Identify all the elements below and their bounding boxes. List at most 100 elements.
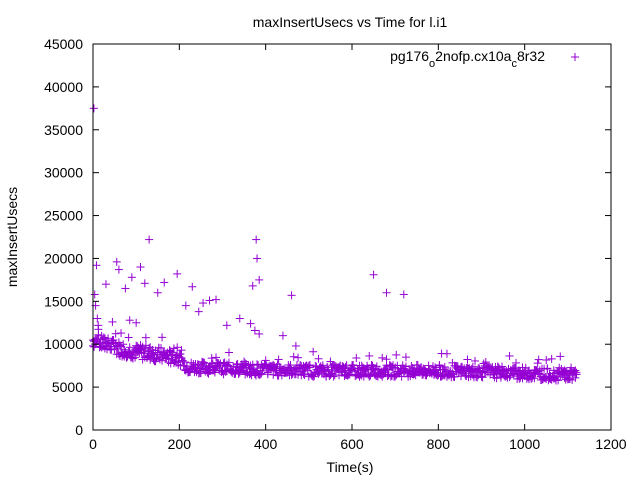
data-point <box>392 371 401 380</box>
data-point <box>305 363 314 372</box>
data-point <box>450 372 459 381</box>
data-point <box>471 356 480 365</box>
data-point <box>494 363 503 372</box>
data-point <box>158 356 167 365</box>
data-point <box>247 363 256 372</box>
data-point <box>90 290 99 299</box>
data-point <box>533 359 542 368</box>
data-point <box>556 372 565 381</box>
x-tick-label: 600 <box>340 436 364 452</box>
data-point <box>372 362 381 371</box>
data-point <box>115 341 124 350</box>
data-point <box>505 351 514 360</box>
data-point <box>365 351 374 360</box>
data-point <box>547 354 556 363</box>
y-tick-label: 5000 <box>52 379 83 395</box>
y-tick-label: 40000 <box>44 79 83 95</box>
data-point <box>568 375 577 384</box>
data-point <box>99 333 108 342</box>
data-point <box>391 363 400 372</box>
data-point <box>131 353 140 362</box>
data-point <box>136 263 145 272</box>
data-point <box>363 363 372 372</box>
data-point <box>145 344 154 353</box>
data-point <box>181 366 190 375</box>
data-point <box>138 355 147 364</box>
data-point <box>250 326 259 335</box>
data-point <box>337 368 346 377</box>
data-point <box>235 314 244 323</box>
data-point <box>474 371 483 380</box>
data-point <box>505 373 514 382</box>
data-point <box>326 357 335 366</box>
data-point <box>140 279 149 288</box>
data-point <box>357 371 366 380</box>
data-point <box>403 368 412 377</box>
data-point <box>124 333 133 342</box>
data-point <box>205 296 214 305</box>
data-point <box>138 342 147 351</box>
data-point <box>442 349 451 358</box>
data-point <box>145 351 154 360</box>
data-point <box>173 343 182 352</box>
data-point <box>269 370 278 379</box>
data-point <box>560 366 569 375</box>
data-point <box>543 364 552 373</box>
data-point <box>222 321 231 330</box>
data-point <box>152 354 161 363</box>
data-point <box>109 335 118 344</box>
data-point <box>492 374 501 383</box>
data-point <box>89 104 98 113</box>
data-point <box>229 362 238 371</box>
data-point <box>111 329 120 338</box>
data-point <box>104 334 113 343</box>
x-tick-label: 800 <box>427 436 451 452</box>
data-point <box>200 359 209 368</box>
data-point <box>173 269 182 278</box>
data-point <box>224 358 233 367</box>
data-point <box>192 368 201 377</box>
data-point <box>187 358 196 367</box>
data-point <box>399 290 408 299</box>
data-point <box>417 363 426 372</box>
axis-ticks: 0 200 400 600 800 1000 1200 0 5000 10000 15000 2000… <box>44 36 627 452</box>
data-point <box>162 353 171 362</box>
data-point <box>153 288 162 297</box>
data-point <box>276 364 285 373</box>
y-tick-label: 20000 <box>44 250 83 266</box>
data-point <box>353 364 362 373</box>
data-point <box>291 341 300 350</box>
data-point <box>287 291 296 300</box>
data-point <box>278 331 287 340</box>
data-point <box>345 370 354 379</box>
data-points <box>89 104 581 385</box>
data-point <box>251 371 260 380</box>
data-point <box>207 354 216 363</box>
x-tick-label: 200 <box>168 436 192 452</box>
data-point <box>194 307 203 316</box>
data-point <box>400 367 409 376</box>
data-point <box>483 368 492 377</box>
data-point <box>554 376 563 385</box>
data-point <box>108 317 117 326</box>
data-point <box>255 370 264 379</box>
y-tick-label: 45000 <box>44 36 83 52</box>
data-point <box>534 355 543 364</box>
data-point <box>365 372 374 381</box>
data-point <box>512 365 521 374</box>
data-point <box>261 356 270 365</box>
data-point <box>255 275 264 284</box>
data-point <box>316 362 325 371</box>
data-point <box>186 365 195 374</box>
data-point <box>101 280 110 289</box>
data-point <box>158 333 167 342</box>
data-point <box>145 235 154 244</box>
data-point <box>382 288 391 297</box>
data-point <box>173 351 182 360</box>
data-point <box>556 352 565 361</box>
data-point <box>301 362 310 371</box>
data-point <box>440 362 449 371</box>
data-point <box>309 347 318 356</box>
data-point <box>94 330 103 339</box>
data-point <box>132 318 141 327</box>
